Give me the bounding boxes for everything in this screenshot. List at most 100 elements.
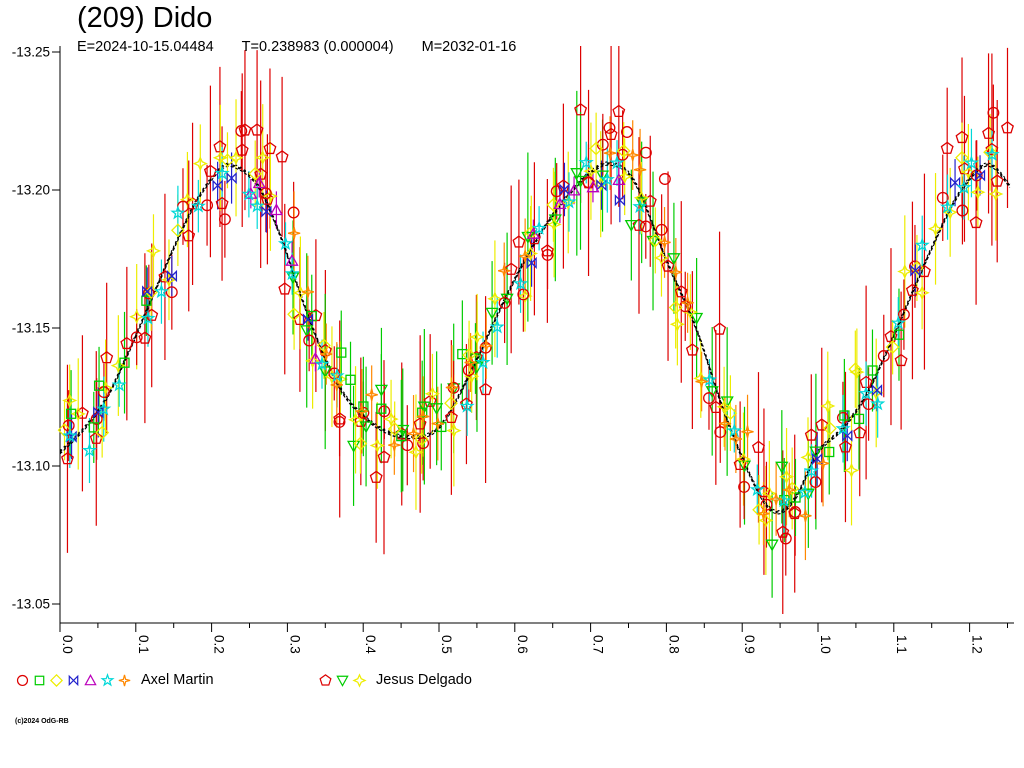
star5-marker <box>890 315 906 330</box>
triangle-down-marker <box>417 401 431 414</box>
square-marker <box>141 295 152 306</box>
star5-marker <box>599 171 615 187</box>
circle-marker <box>235 125 248 137</box>
flower4-marker <box>228 150 244 166</box>
legend-observer-2: Jesus Delgado <box>318 672 472 688</box>
pentagon-marker <box>369 470 383 483</box>
star4-marker <box>816 457 830 470</box>
pentagon-marker <box>574 103 588 116</box>
star5-marker <box>835 420 851 436</box>
pentagon-marker <box>354 414 368 427</box>
star5-marker <box>459 398 475 413</box>
diamond-marker <box>909 260 924 275</box>
pentagon-marker <box>423 394 437 407</box>
triangle-down-marker <box>705 386 719 399</box>
triangle-up-marker <box>553 197 567 210</box>
triangle-down-marker <box>775 461 789 474</box>
star4-marker <box>658 236 671 249</box>
flower4-marker <box>800 449 816 466</box>
star5-marker <box>701 371 718 387</box>
diamond-marker <box>616 143 631 158</box>
square-marker <box>893 329 905 340</box>
diamond-legend-icon <box>50 673 63 687</box>
flower4-marker <box>408 444 424 460</box>
triangle-down-marker <box>485 307 499 320</box>
circle-marker <box>218 213 231 226</box>
flower4-marker <box>843 462 860 479</box>
star4-marker <box>416 410 430 423</box>
square-marker <box>306 310 317 322</box>
triangle-up-marker <box>612 173 626 186</box>
bowtie-marker <box>974 169 986 182</box>
square-marker <box>65 408 77 419</box>
x-tick-label: 0.5 <box>439 635 454 654</box>
star4-marker <box>118 674 131 687</box>
star5-marker <box>100 672 115 687</box>
flower4-marker <box>145 243 162 259</box>
bowtie-marker <box>812 452 823 465</box>
bowtie-marker <box>614 194 626 207</box>
pentagon-marker <box>905 283 919 296</box>
flower4-marker <box>927 221 944 237</box>
flower4-marker <box>352 673 367 688</box>
flower4-marker <box>110 357 126 374</box>
diamond-marker <box>316 338 331 353</box>
pentagon-marker <box>540 244 554 257</box>
star5-marker <box>214 165 230 180</box>
star5-marker <box>111 377 127 392</box>
pentagon-marker <box>990 174 1004 187</box>
flower4-marker <box>469 329 485 345</box>
diamond-marker <box>353 436 368 451</box>
x-tick-label: 0.7 <box>591 635 606 654</box>
mean-date-value: M=2032-01-16 <box>421 39 517 55</box>
star4-marker <box>498 264 511 277</box>
square-marker <box>88 422 99 433</box>
pentagon-marker <box>250 123 264 136</box>
flower4-marker <box>304 353 321 369</box>
bowtie-marker <box>261 205 272 218</box>
circle-marker <box>779 532 792 545</box>
diamond-marker <box>95 425 110 440</box>
flower4-marker <box>758 512 774 529</box>
y-tick-label: -13.10 <box>12 459 50 474</box>
pentagon-marker <box>969 215 983 229</box>
flower4-marker <box>617 169 633 185</box>
flower4-marker <box>778 469 795 485</box>
star5-marker <box>190 198 206 213</box>
y-tick-label: -13.20 <box>12 183 50 198</box>
star5-marker <box>726 422 742 438</box>
star5-marker <box>963 155 979 170</box>
square-marker <box>790 492 801 503</box>
flower4-marker <box>62 392 78 409</box>
triangle-down-marker <box>667 253 681 266</box>
circle-marker <box>897 308 910 321</box>
pentagon-marker <box>377 450 391 463</box>
star5-marker <box>804 463 820 478</box>
triangle-down-marker <box>359 421 373 434</box>
diamond-marker <box>248 166 263 181</box>
circle-marker <box>655 223 668 236</box>
y-tick-label: -13.15 <box>12 321 50 336</box>
circle-marker <box>936 191 949 204</box>
pentagon-marker <box>884 329 898 343</box>
triangle-down-marker <box>737 460 752 473</box>
triangle-down-marker <box>801 488 815 501</box>
flower4-marker <box>212 150 229 166</box>
pentagon-marker <box>182 229 196 242</box>
bowtie-marker <box>910 264 921 277</box>
star4-marker <box>603 146 617 160</box>
flower4-marker <box>369 437 385 454</box>
x-tick-label: 0.6 <box>515 635 530 654</box>
pentagon-marker <box>894 353 908 367</box>
bowtie-marker <box>842 429 853 442</box>
star5-marker <box>531 220 547 235</box>
star5-marker <box>939 199 956 214</box>
credit-text: (c)2024 OdG-RB <box>15 718 69 725</box>
square-marker <box>358 401 369 412</box>
square-marker <box>457 348 468 360</box>
flower4-marker <box>897 263 913 280</box>
star4-marker <box>407 427 420 440</box>
x-tick-label: 0.3 <box>287 635 302 654</box>
